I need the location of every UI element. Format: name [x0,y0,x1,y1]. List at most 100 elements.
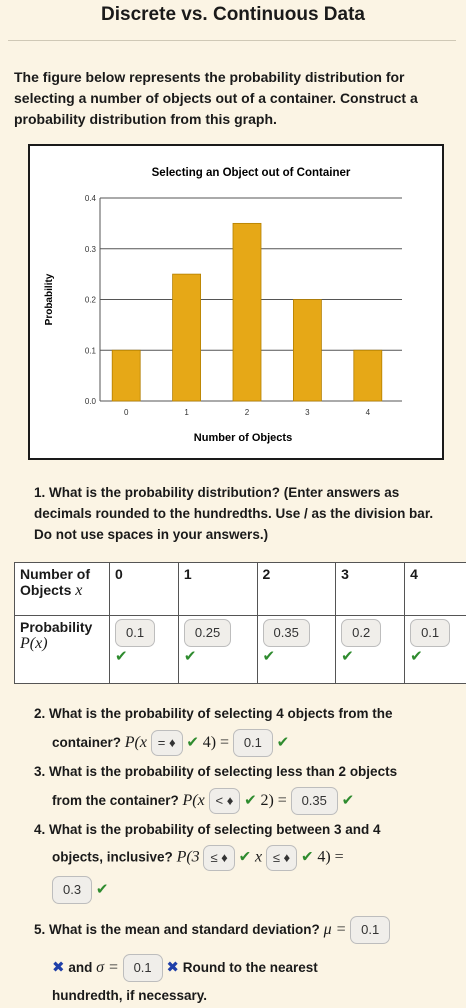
check-icon: ✔ [238,848,252,866]
question-5-label: 5. What is the mean and standard deviati… [34,922,320,937]
question-5-line1: 5. What is the mean and standard deviati… [34,916,391,944]
sd-answer-input[interactable]: 0.1 [122,954,163,982]
page-title: Discrete vs. Continuous Data [101,4,365,25]
question-3-line2: from the container? P(x < ♦ ✔ 2) = 0.35 … [52,787,354,815]
question-2-line2: container? P(x = ♦ ✔ 4) = 0.1 ✔ [52,729,289,757]
probability-cell-4: 0.1 ✔ [404,614,466,685]
mean-answer-input[interactable]: 0.1 [350,916,391,944]
cross-icon: ✖ [52,959,65,976]
objects-header-label: Number of [20,566,90,582]
probability-cell-2: 0.35 ✔ [256,614,337,685]
mu-label: μ = [323,921,347,938]
x-tick-label: 0 [124,408,129,417]
question-4-line2: objects, inclusive? P(3 ≤ ♦ ✔ x ≤ ♦ ✔ 4)… [52,845,344,871]
distribution-table: Number of Objects x 0 1 2 3 4 Probabilit… [14,562,466,685]
bar [292,299,322,402]
bar [353,349,383,402]
objects-value: 4 [410,566,418,582]
probability-header: Probability P(x) [14,614,110,685]
objects-header-label-b: Objects [20,582,72,598]
bar-chart: Selecting an Object out of Container 0.0 0… [28,144,444,460]
objects-variable: x [75,582,83,599]
check-icon: ✔ [341,792,355,809]
intro-text: The figure below represents the probabil… [14,69,418,127]
answer-input-p4[interactable]: 0.1 [410,618,451,647]
question-1-text: 1. What is the probability distribution?… [34,485,434,542]
question-2-label: container? [52,735,122,750]
check-icon: ✔ [95,881,109,898]
objects-cell-3: 3 [335,562,406,616]
objects-header: Number of Objects x [14,562,110,616]
bar [232,222,262,402]
objects-value: 0 [115,566,123,582]
x-tick-label: 3 [305,408,310,417]
check-icon: ✔ [244,792,257,809]
title-divider [8,40,456,41]
check-icon: ✔ [300,848,314,866]
probability-header-label: Probability [20,618,93,635]
q4-answer-input[interactable]: 0.3 [52,876,93,904]
round-note: Round to the nearest [182,960,318,975]
answer-input-p1[interactable]: 0.25 [183,618,232,647]
answer-input-p2[interactable]: 0.35 [262,618,310,647]
question-5-line3: hundredth, if necessary. [52,988,208,1003]
x-tick-label: 4 [366,408,371,417]
check-icon: ✔ [341,647,354,665]
objects-cell-1: 1 [177,562,258,616]
check-icon: ✔ [115,647,128,665]
objects-value: 1 [183,566,192,582]
table-row-objects: Number of Objects x 0 1 2 3 4 [14,562,466,616]
bar [172,273,202,402]
q3-comparison-select[interactable]: < ♦ [208,788,241,815]
probability-variable: P(x) [20,634,48,652]
chart-title: Selecting an Object out of Container [152,167,351,179]
and-text: and [68,960,93,975]
objects-value: 3 [341,566,349,582]
bar [111,349,141,402]
objects-cell-4: 4 [404,562,466,616]
sigma-label: σ = [96,959,119,976]
question-5-line2: ✖ and σ = 0.1 ✖ Round to the nearest [52,954,318,982]
x-tick-label: 1 [184,408,189,417]
x-tick-label: 2 [245,408,250,417]
y-axis-label: Probability [44,273,55,325]
question-2-line1: 2. What is the probability of selecting … [34,706,393,721]
q2-expression-end: 4) = [202,734,230,751]
bar-chart-svg: Selecting an Object out of Container 0.0 0… [44,167,402,444]
q4-upper-select[interactable]: ≤ ♦ [265,845,298,871]
question-4-line1: 4. What is the probability of selecting … [34,822,381,837]
answer-input-p0[interactable]: 0.1 [115,618,156,647]
probability-cell-3: 0.2 ✔ [335,614,406,685]
y-tick-label: 0.2 [85,296,97,305]
objects-cell-0: 0 [109,562,179,616]
check-icon: ✔ [183,647,197,665]
q4-variable: x [254,848,263,866]
q2-comparison-select[interactable]: = ♦ [150,730,183,757]
q4-expression-start: P(3 [176,848,200,866]
objects-cell-2: 2 [256,562,337,616]
question-4-label: objects, inclusive? [52,849,173,865]
question-3-label: from the container? [52,793,179,808]
check-icon: ✔ [276,734,290,751]
q3-answer-input[interactable]: 0.35 [290,787,338,815]
check-icon: ✔ [186,734,199,751]
q2-answer-input[interactable]: 0.1 [232,729,273,757]
probability-cell-1: 0.25 ✔ [177,614,258,685]
question-4-line3: 0.3 ✔ [52,876,108,904]
q3-expression-start: P(x [182,792,205,809]
y-tick-label: 0.1 [85,346,97,355]
objects-value: 2 [262,566,271,582]
q3-expression-end: 2) = [260,792,287,809]
cross-icon: ✖ [166,959,179,976]
y-tick-label: 0.4 [85,194,97,203]
q2-expression-start: P(x [124,734,147,751]
table-row-probability: Probability P(x) 0.1 ✔ 0.25 ✔ 0.35 ✔ 0.2… [14,614,466,685]
x-axis-label: Number of Objects [194,432,292,444]
check-icon: ✔ [410,647,423,665]
check-icon: ✔ [262,647,276,665]
q4-lower-select[interactable]: ≤ ♦ [203,845,235,871]
question-3-line1: 3. What is the probability of selecting … [34,764,398,779]
q4-expression-end: 4) = [317,848,344,866]
answer-input-p3[interactable]: 0.2 [341,618,382,647]
y-tick-label: 0.3 [85,245,97,254]
